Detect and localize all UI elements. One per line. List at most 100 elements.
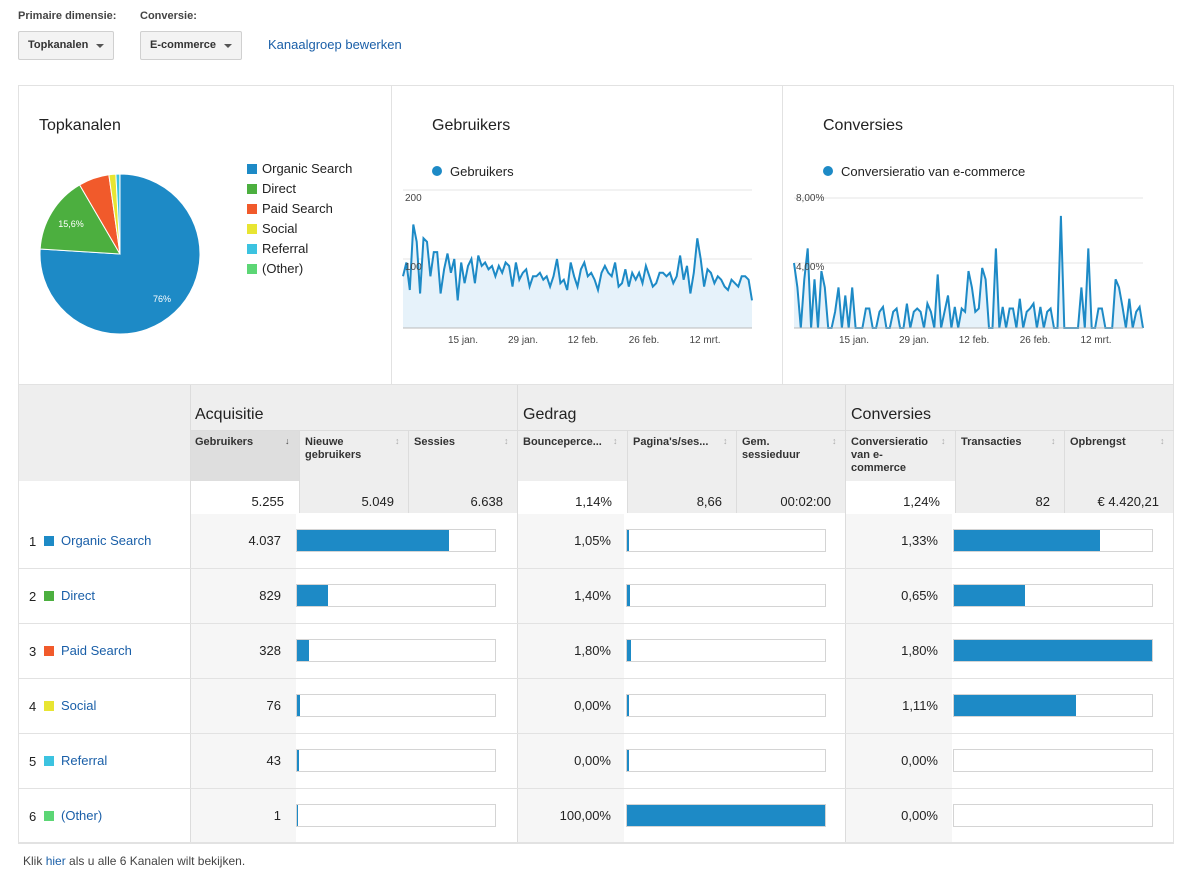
row-users: 4.037 — [248, 533, 281, 548]
legend-swatch — [247, 224, 257, 234]
users-series-label: Gebruikers — [450, 164, 514, 179]
primary-dimension-dropdown[interactable]: Topkanalen — [18, 31, 114, 60]
bounce-bar — [626, 584, 826, 607]
divider — [190, 430, 1174, 431]
sort-desc-icon[interactable]: ↓ — [285, 436, 290, 446]
total-bounce: 1,14% — [575, 494, 612, 509]
conv-series-label: Conversieratio van e-commerce — [841, 164, 1026, 179]
channel-link[interactable]: (Other) — [61, 808, 103, 823]
row-rank: 3 — [29, 644, 37, 659]
series-dot-icon — [823, 166, 833, 176]
footer-text: Klik hier als u alle 6 Kanalen wilt beki… — [23, 854, 245, 868]
legend-label: Paid Search — [262, 201, 333, 216]
divider — [299, 431, 300, 513]
channel-link[interactable]: Organic Search — [61, 533, 152, 548]
channel-link[interactable]: Paid Search — [61, 643, 132, 658]
row-divider — [18, 788, 1174, 789]
channel-link[interactable]: Social — [61, 698, 97, 713]
row-conv: 0,00% — [901, 753, 938, 768]
legend-label: Organic Search — [262, 161, 353, 176]
channel-swatch — [44, 811, 54, 821]
row-rank: 4 — [29, 699, 37, 714]
sort-icon[interactable]: ↕ — [941, 436, 946, 446]
legend-swatch — [247, 184, 257, 194]
y-tick: 200 — [405, 193, 422, 204]
sort-icon[interactable]: ↕ — [613, 436, 618, 446]
bounce-bar — [626, 529, 826, 552]
divider — [782, 86, 783, 384]
totals-cell-bg — [737, 481, 845, 513]
bounce-bar — [626, 749, 826, 772]
row-rank: 1 — [29, 534, 37, 549]
col-header-revenue[interactable]: Opbrengst — [1070, 436, 1126, 448]
totals-cell-bg — [628, 481, 736, 513]
divider — [845, 385, 846, 843]
col-header-sessions[interactable]: Sessies — [414, 436, 455, 448]
total-conv-rate: 1,24% — [903, 494, 940, 509]
divider — [408, 431, 409, 513]
totals-cell-bg — [1065, 481, 1173, 513]
sort-icon[interactable]: ↕ — [395, 436, 400, 446]
col-header-bounce[interactable]: Bounceperce... — [523, 436, 602, 448]
edit-channel-group-link[interactable]: Kanaalgroep bewerken — [268, 37, 402, 52]
bounce-bar-fill — [627, 585, 630, 606]
col-header-conv-rate[interactable]: Conversieratio van e-commerce — [851, 436, 929, 474]
total-pages: 8,66 — [696, 494, 722, 509]
bounce-bar-fill — [627, 695, 629, 716]
row-bounce: 0,00% — [574, 753, 611, 768]
channel-swatch — [44, 701, 54, 711]
row-conv: 1,11% — [902, 698, 938, 713]
legend-swatch — [247, 264, 257, 274]
total-duration: 00:02:00 — [780, 494, 831, 509]
col-header-duration[interactable]: Gem. sessieduur — [742, 436, 801, 461]
col-header-pages[interactable]: Pagina's/ses... — [633, 436, 709, 448]
channel-link[interactable]: Direct — [61, 588, 95, 603]
row-divider — [18, 678, 1174, 679]
divider — [517, 385, 518, 843]
pie-slice[interactable] — [39, 184, 121, 255]
conv-bar — [953, 639, 1153, 662]
users-bar-fill — [297, 585, 329, 606]
row-users: 76 — [266, 698, 281, 713]
sort-icon[interactable]: ↕ — [832, 436, 837, 446]
col-header-users[interactable]: Gebruikers — [195, 436, 254, 448]
users-chart: 200 100 15 jan. 29 jan. 12 feb. 26 feb. … — [402, 189, 753, 346]
legend-label: (Other) — [262, 261, 304, 276]
users-bar — [296, 584, 496, 607]
sort-icon[interactable]: ↕ — [1160, 436, 1165, 446]
group-conversions: Conversies — [851, 406, 932, 423]
totals-cell-bg — [409, 481, 517, 513]
row-bounce: 0,00% — [574, 698, 611, 713]
row-rank: 2 — [29, 589, 37, 604]
pie-label-organic: 76% — [153, 294, 171, 304]
channel-swatch — [44, 646, 54, 656]
divider — [1064, 431, 1065, 513]
footer-link[interactable]: hier — [45, 854, 66, 868]
bounce-bar-fill — [627, 805, 825, 826]
sort-icon[interactable]: ↕ — [723, 436, 728, 446]
channel-swatch — [44, 591, 54, 601]
row-divider — [18, 733, 1174, 734]
col-header-new-users[interactable]: Nieuwe gebruikers — [305, 436, 362, 461]
users-bar — [296, 694, 496, 717]
x-tick: 26 feb. — [1020, 335, 1051, 346]
row-conv: 0,00% — [901, 808, 938, 823]
divider — [736, 431, 737, 513]
row-users: 829 — [259, 588, 281, 603]
sort-icon[interactable]: ↕ — [1051, 436, 1056, 446]
channel-link[interactable]: Referral — [61, 753, 108, 768]
col-header-transactions[interactable]: Transacties — [961, 436, 1022, 448]
conv-bar-fill — [954, 530, 1101, 551]
total-sessions: 6.638 — [470, 494, 503, 509]
sort-icon[interactable]: ↕ — [504, 436, 509, 446]
users-bar-fill — [297, 805, 298, 826]
active-column-header — [191, 431, 299, 481]
legend-swatch — [247, 164, 257, 174]
chevron-down-icon — [96, 44, 104, 48]
divider — [190, 385, 191, 843]
users-area — [403, 224, 752, 328]
row-users: 43 — [266, 753, 281, 768]
conversion-dropdown[interactable]: E-commerce — [140, 31, 242, 60]
conv-bar — [953, 694, 1153, 717]
users-chart-title: Gebruikers — [432, 117, 511, 134]
